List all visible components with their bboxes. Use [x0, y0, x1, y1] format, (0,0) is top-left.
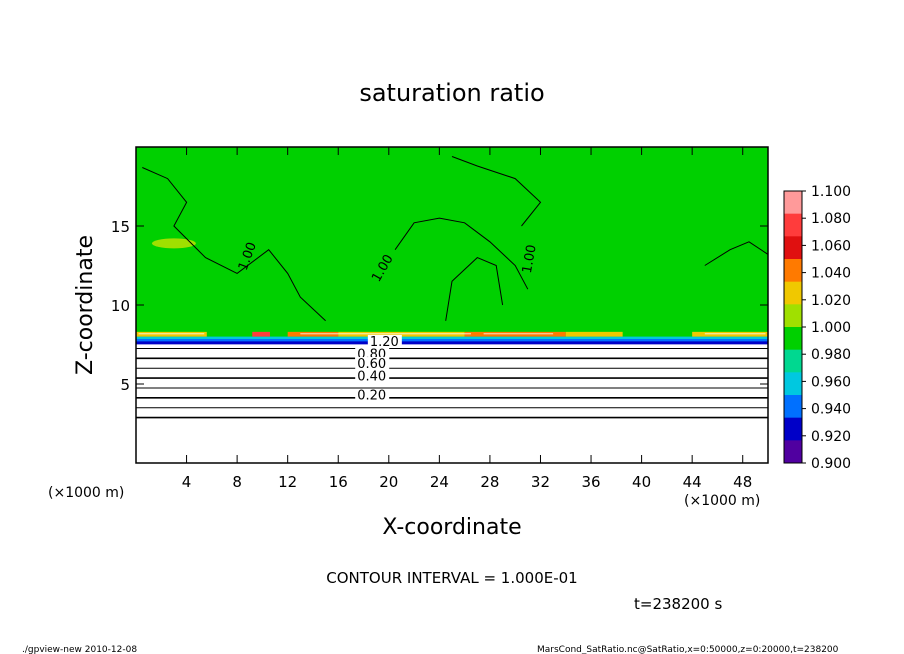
cloud-core [138, 333, 205, 335]
x-tick-label: 44 [683, 473, 702, 491]
y-axis-label: Z-coordinate [73, 235, 98, 375]
colorbar-label: 1.100 [811, 184, 851, 200]
colorbar-label: 1.060 [811, 238, 851, 254]
contour-line [394, 217, 529, 290]
cloud-core [483, 333, 554, 335]
cloud-core [704, 333, 766, 335]
x-tick-label: 16 [329, 473, 348, 491]
x-tick-label: 32 [531, 473, 550, 491]
colorbar-swatch [784, 259, 802, 283]
cloud-core [300, 333, 471, 335]
colorbar-swatch [784, 440, 802, 464]
x-tick-label: 24 [430, 473, 449, 491]
colorbar-swatch [784, 349, 802, 373]
y-tick-label: 10 [111, 297, 130, 315]
footer-left: ./gpview-new 2010-12-08 [22, 645, 137, 654]
contour-label: 0.40 [357, 370, 386, 385]
colorbar-label: 0.920 [811, 429, 851, 445]
x-tick-label: 12 [278, 473, 297, 491]
dry-layer [136, 342, 768, 463]
colorbar-swatch [784, 281, 802, 305]
cloud-cell [565, 331, 623, 337]
colorbar-label: 1.080 [811, 211, 851, 227]
plot-area: 1.00 1.00 1.001.200.800.600.400.20 [135, 146, 769, 464]
colorbar-label: 0.960 [811, 374, 851, 390]
colorbar-label: 1.040 [811, 266, 851, 282]
colorbar: 1.100 1.080 1.060 1.040 1.020 1.000 0.980 0.960… [783, 184, 851, 472]
contour-line [451, 156, 542, 227]
time-label: t=238200 s [634, 595, 722, 613]
colorbar-swatch [784, 213, 802, 237]
x-tick-label: 40 [632, 473, 651, 491]
x-axis: 4 8 12 16 20 24 28 32 36 40 44 48 [182, 147, 752, 491]
contour-label: 1.00 [520, 243, 540, 274]
colorbar-label: 0.900 [811, 456, 851, 472]
band-0-94 [136, 338, 768, 343]
colorbar-swatch [784, 191, 802, 215]
colorbar-swatch [784, 395, 802, 419]
colorbar-swatch [784, 304, 802, 328]
colorbar-swatch [784, 417, 802, 441]
x-tick-label: 20 [379, 473, 398, 491]
y-axis: 5 10 15 [111, 218, 768, 394]
y-tick-label: 5 [120, 376, 130, 394]
band-0-96 [136, 336, 768, 339]
contour-line [704, 241, 769, 266]
x-tick-label: 4 [182, 473, 192, 491]
colorbar-label: 0.940 [811, 402, 851, 418]
colorbar-label: 1.020 [811, 293, 851, 309]
chart-title: saturation ratio [359, 79, 544, 107]
colorbar-swatch [784, 327, 802, 351]
x-axis-unit-right: (×1000 m) [684, 493, 760, 509]
colorbar-swatch [784, 372, 802, 396]
contour-line [142, 167, 326, 322]
colorbar-label: 0.980 [811, 347, 851, 363]
upper-patch [151, 238, 196, 249]
y-tick-label: 15 [111, 218, 130, 236]
contour-label: 0.20 [357, 389, 386, 404]
x-axis-unit-left: (×1000 m) [48, 485, 124, 501]
x-axis-label: X-coordinate [382, 515, 521, 540]
colorbar-label: 1.000 [811, 320, 851, 336]
contour-interval-text: CONTOUR INTERVAL = 1.000E-01 [326, 569, 577, 587]
contour-label: 1.20 [370, 335, 399, 350]
contour-line [445, 257, 504, 321]
x-tick-label: 28 [480, 473, 499, 491]
footer-right: MarsCond_SatRatio.nc@SatRatio,x=0:50000,… [537, 645, 839, 654]
contour-label: 0.60 [357, 357, 386, 372]
x-tick-label: 48 [733, 473, 752, 491]
x-tick-label: 36 [581, 473, 600, 491]
cloud-cell [252, 331, 270, 337]
colorbar-swatch [784, 236, 802, 260]
x-tick-label: 8 [232, 473, 242, 491]
